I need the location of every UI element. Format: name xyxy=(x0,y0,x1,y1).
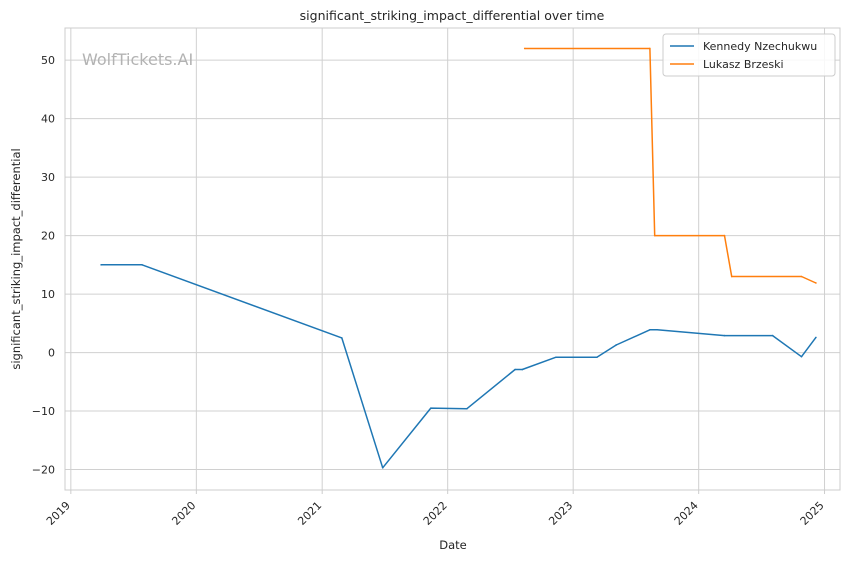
x-tick-label: 2024 xyxy=(672,499,701,528)
x-tick-label: 2025 xyxy=(798,499,827,528)
chart-title: significant_striking_impact_differential… xyxy=(300,8,605,23)
data-point-kennedy-nzechukwu xyxy=(723,334,726,337)
y-axis-label: significant_striking_impact_differential xyxy=(9,148,23,369)
y-tick-label: 0 xyxy=(48,347,55,360)
y-tick-label: 40 xyxy=(41,113,55,126)
data-point-kennedy-nzechukwu xyxy=(771,334,774,337)
series-line-kennedy-nzechukwu xyxy=(101,264,817,469)
data-point-kennedy-nzechukwu xyxy=(514,368,516,371)
data-point-lukasz-brzeski xyxy=(723,234,726,237)
x-axis-label: Date xyxy=(439,538,467,552)
legend-label-lukasz-brzeski: Lukasz Brzeski xyxy=(703,58,784,71)
y-tick-label: −10 xyxy=(32,405,55,418)
data-point-kennedy-nzechukwu xyxy=(555,356,557,359)
watermark: WolfTickets.AI xyxy=(82,50,193,69)
data-point-lukasz-brzeski xyxy=(649,47,651,50)
x-tick-label: 2020 xyxy=(169,499,198,528)
x-tick-label: 2021 xyxy=(295,499,324,528)
data-point-kennedy-nzechukwu xyxy=(815,336,817,339)
series-lines xyxy=(100,47,817,469)
y-tick-label: −20 xyxy=(32,464,55,477)
data-point-lukasz-brzeski xyxy=(730,275,733,278)
data-point-kennedy-nzechukwu xyxy=(596,356,598,359)
data-point-kennedy-nzechukwu xyxy=(340,337,343,339)
data-point-kennedy-nzechukwu xyxy=(141,264,143,266)
y-tick-label: 20 xyxy=(41,230,55,243)
series-line-lukasz-brzeski xyxy=(524,47,817,284)
legend: Kennedy Nzechukwu Lukasz Brzeski xyxy=(662,33,836,77)
y-tick-label: 30 xyxy=(41,171,55,184)
data-point-kennedy-nzechukwu xyxy=(430,407,432,409)
data-point-lukasz-brzeski xyxy=(523,47,526,50)
plot-frame xyxy=(64,27,841,491)
x-tick-label: 2019 xyxy=(44,499,73,528)
data-point-kennedy-nzechukwu xyxy=(615,344,617,346)
data-point-kennedy-nzechukwu xyxy=(656,328,658,331)
data-point-kennedy-nzechukwu xyxy=(800,355,803,358)
y-tick-label: 50 xyxy=(41,54,55,67)
data-point-lukasz-brzeski xyxy=(653,234,656,237)
grid xyxy=(65,28,840,490)
data-point-kennedy-nzechukwu xyxy=(521,368,524,371)
data-point-lukasz-brzeski xyxy=(815,282,817,284)
data-point-lukasz-brzeski xyxy=(800,275,803,278)
data-point-kennedy-nzechukwu xyxy=(466,407,468,410)
legend-box xyxy=(662,33,836,77)
legend-label-kennedy-nzechukwu: Kennedy Nzechukwu xyxy=(703,40,817,53)
x-tick-label: 2023 xyxy=(546,499,575,528)
tick-labels: −20 −10 0 10 20 30 40 50 2019 2020 2021 2022 2023 202… xyxy=(32,54,827,528)
data-point-kennedy-nzechukwu xyxy=(649,328,651,331)
data-point-kennedy-nzechukwu xyxy=(100,264,102,266)
x-tick-label: 2022 xyxy=(421,499,450,528)
data-point-kennedy-nzechukwu xyxy=(381,466,384,469)
y-tick-label: 10 xyxy=(41,288,55,301)
